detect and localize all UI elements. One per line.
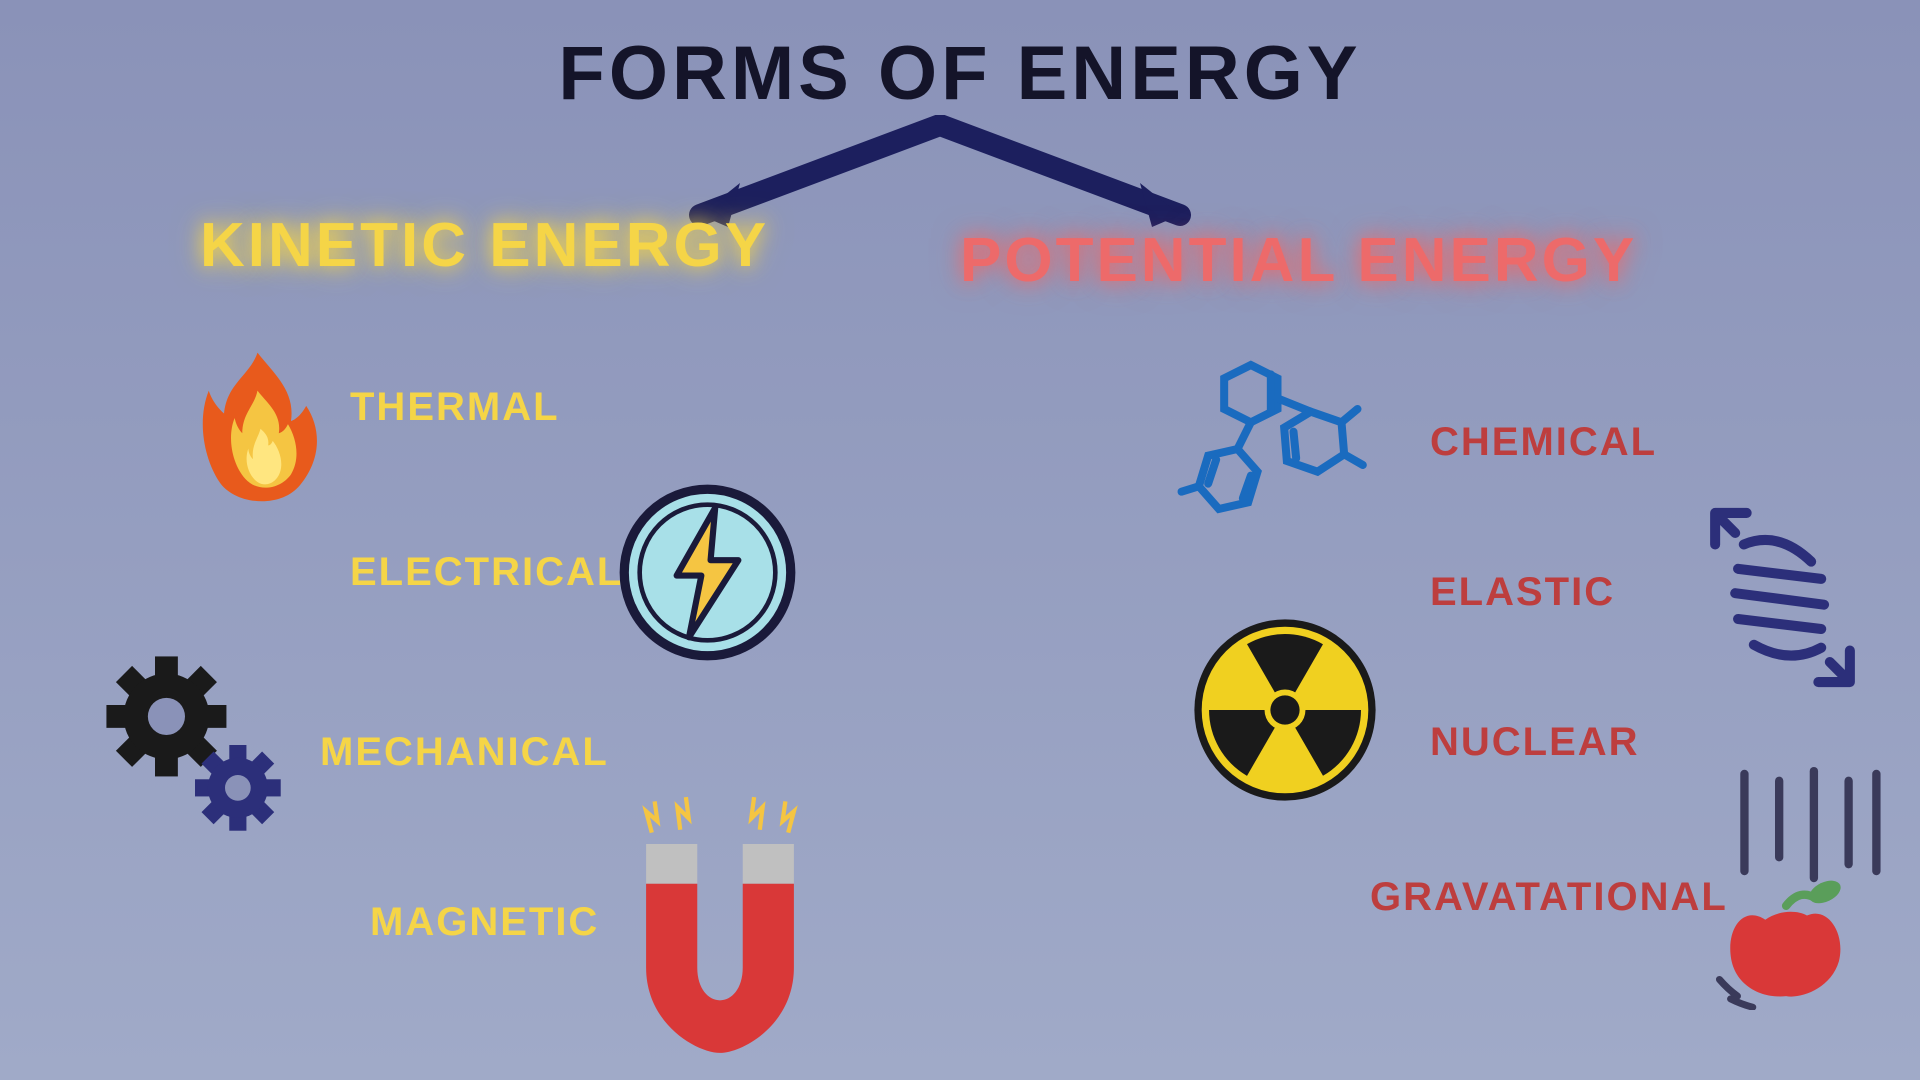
chemical-label: CHEMICAL [1430,420,1657,465]
magnet-icon [620,790,820,1065]
spring-icon [1675,490,1890,710]
magnetic-label: MAGNETIC [370,900,599,945]
elastic-label: ELASTIC [1430,570,1615,615]
gravitational-label: GRAVATATIONAL [1370,875,1728,920]
electrical-label: ELECTRICAL [350,550,623,595]
page-title: FORMS OF ENERGY [558,30,1361,117]
molecule-icon [1170,345,1385,550]
thermal-label: THERMAL [350,385,560,430]
nuclear-label: NUCLEAR [1430,720,1640,765]
fire-icon [180,345,335,525]
gears-icon [95,645,295,850]
mechanical-label: MECHANICAL [320,730,609,775]
kinetic-heading: KINETIC ENERGY [200,210,769,281]
radiation-icon [1190,615,1380,810]
lightning-icon [615,480,800,670]
potential-heading: POTENTIAL ENERGY [960,225,1637,296]
falling-apple-icon [1700,760,1900,1015]
